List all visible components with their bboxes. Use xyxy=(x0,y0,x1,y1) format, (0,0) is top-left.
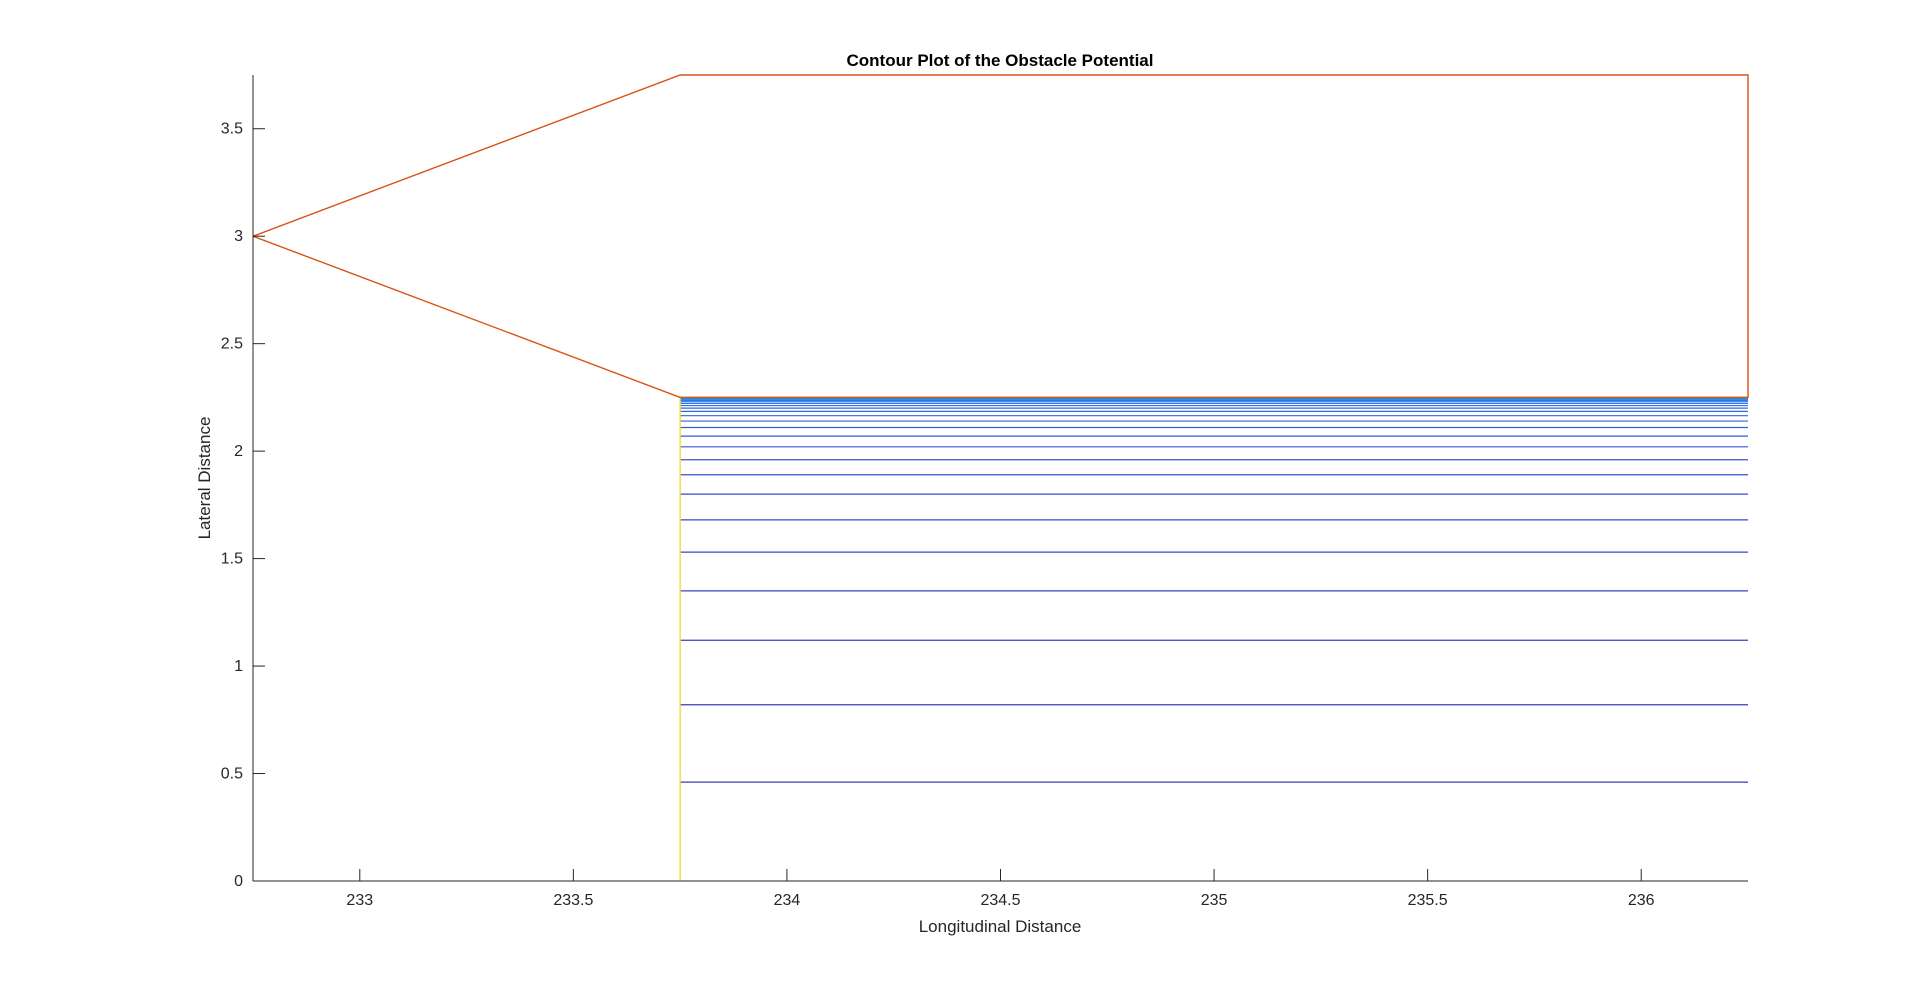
x-axis: 233 233.5 234 234.5 235 235.5 236 xyxy=(253,869,1748,909)
x-tick-label: 234.5 xyxy=(980,892,1020,909)
chart-title: Contour Plot of the Obstacle Potential xyxy=(847,51,1154,70)
y-tick-label: 0.5 xyxy=(221,766,243,783)
x-axis-label: Longitudinal Distance xyxy=(919,917,1082,936)
y-tick-label: 2 xyxy=(234,443,243,460)
y-tick-label: 3 xyxy=(234,228,243,245)
x-tick-label: 235 xyxy=(1201,892,1228,909)
obstacle-outline xyxy=(252,74,1749,399)
y-tick-label: 1 xyxy=(234,658,243,675)
x-tick-label: 234 xyxy=(774,892,801,909)
y-tick-label: 0 xyxy=(234,873,243,890)
x-tick-label: 233.5 xyxy=(553,892,593,909)
y-axis: 0 0.5 1 1.5 2 2.5 3 3.5 xyxy=(221,75,265,890)
y-tick-label: 3.5 xyxy=(221,121,243,138)
plot-area xyxy=(252,74,1749,881)
y-axis-label: Lateral Distance xyxy=(195,417,214,540)
x-tick-label: 236 xyxy=(1628,892,1655,909)
y-tick-label: 1.5 xyxy=(221,551,243,568)
x-tick-label: 235.5 xyxy=(1408,892,1448,909)
y-tick-label: 2.5 xyxy=(221,336,243,353)
x-tick-label: 233 xyxy=(346,892,373,909)
